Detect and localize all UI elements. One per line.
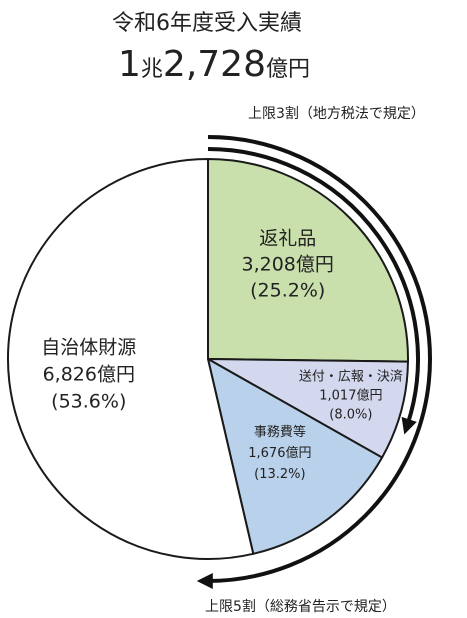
slice-name-2: 送付・広報・決済: [299, 369, 403, 385]
slice-value-1: 3,208億円: [242, 253, 334, 275]
slice-labels: 返礼品 3,208億円 (25.2%) 送付・広報・決済 1,017億円 (8.0%) 事務…: [41, 227, 403, 482]
limit-30-arrow: [207, 147, 420, 435]
pie-slice-2: [207, 358, 409, 459]
slice-percent-1: (25.2%): [250, 279, 325, 301]
total-mid: 2,728: [163, 44, 266, 85]
limit-50-note: 上限5割（総務省告示で規定）: [205, 598, 396, 615]
slice-name-1: 返礼品: [259, 227, 316, 249]
slice-name-3: 事務費等: [254, 424, 306, 440]
total-amount: 1兆2,728億円: [118, 44, 310, 85]
total-unit-trillion: 兆: [141, 57, 163, 82]
total-unit-oku: 億円: [266, 57, 310, 82]
slice-percent-3: (13.2%): [254, 467, 305, 482]
slice-percent-2: (8.0%): [329, 408, 372, 423]
chart-title: 令和6年度受入実績: [112, 11, 302, 36]
limit-30-note: 上限3割（地方税法で規定）: [248, 105, 425, 122]
slice-name-4: 自治体財源: [41, 337, 136, 359]
limit-50-arrow: [196, 135, 432, 589]
pie-slice-3: [206, 357, 384, 556]
pie-slice-1: [207, 157, 409, 363]
pie-slices: [7, 157, 409, 560]
limit-arrows: [196, 135, 432, 589]
pie-slice-4: [7, 157, 255, 560]
slice-value-2: 1,017億円: [319, 388, 382, 404]
slice-value-3: 1,676億円: [248, 445, 311, 461]
total-head: 1: [118, 44, 141, 85]
slice-percent-4: (53.6%): [51, 391, 126, 413]
slice-value-4: 6,826億円: [43, 364, 135, 386]
